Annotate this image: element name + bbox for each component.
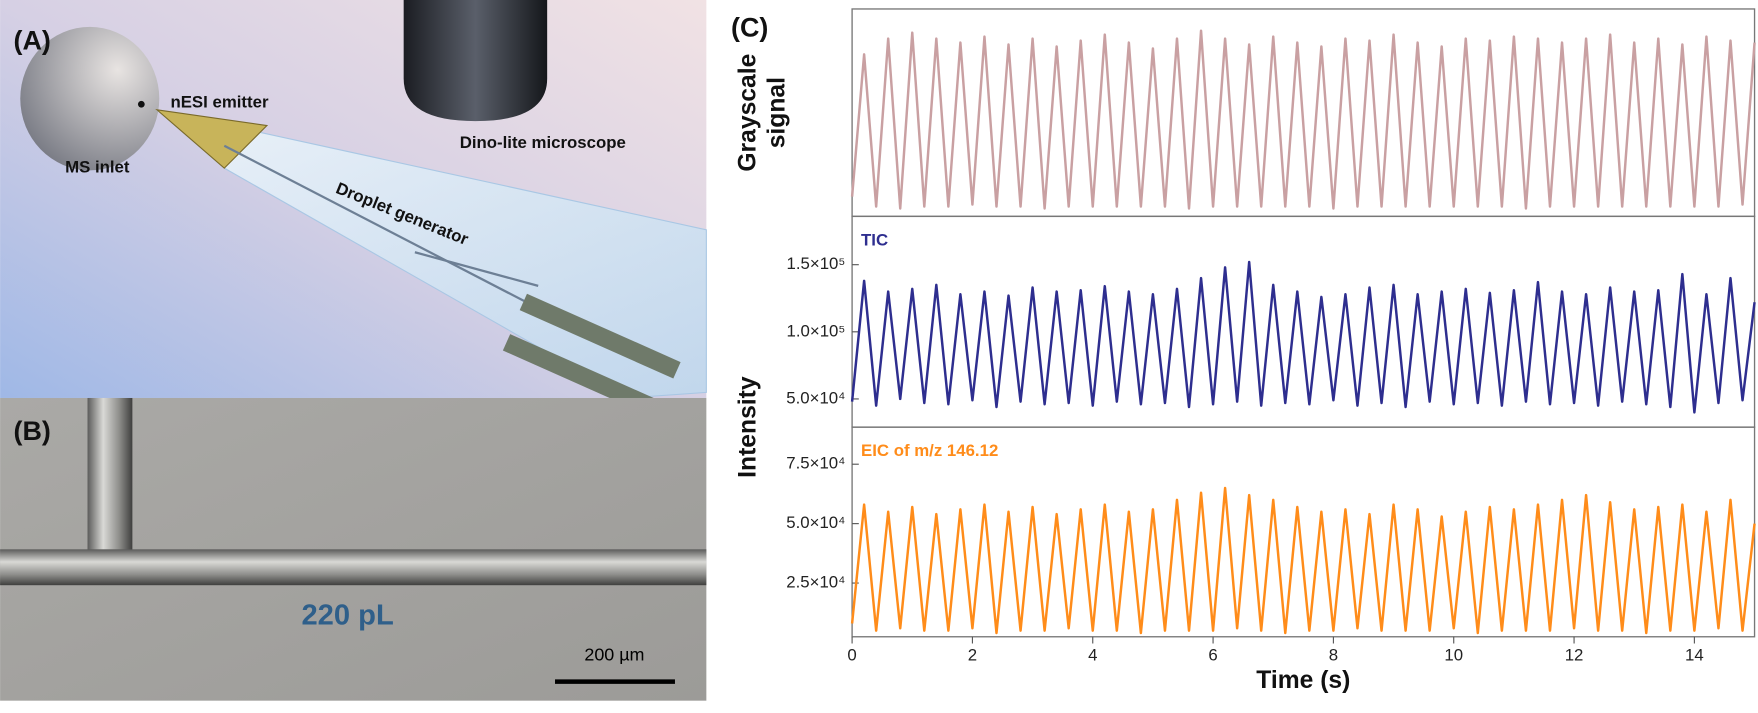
y-tick-label: 5.0×10⁴ (786, 388, 845, 407)
x-axis-label: Time (s) (1256, 667, 1350, 694)
emitter (155, 109, 269, 169)
y-tick-label: 1.5×10⁵ (787, 254, 846, 273)
channel (223, 144, 539, 310)
channel (414, 251, 539, 287)
y-tick-label: 7.5×10⁴ (786, 454, 845, 473)
annotation: MS inlet (65, 158, 130, 177)
volume-label: 220 pL (301, 599, 393, 631)
x-tick-label: 2 (968, 645, 977, 664)
annotation: nESI emitter (170, 93, 268, 112)
microscope (403, 0, 548, 122)
x-tick-label: 6 (1208, 645, 1217, 664)
y-tick-label: 5.0×10⁴ (786, 513, 845, 532)
x-tick-label: 0 (847, 645, 856, 664)
y-axis-label: Grayscale (734, 54, 761, 172)
panel-a (0, 0, 707, 428)
panel-label: (C) (731, 12, 768, 42)
panel-label: (B) (14, 416, 51, 446)
ms-inlet-orifice (137, 100, 145, 108)
x-tick-label: 4 (1088, 645, 1097, 664)
x-tick-label: 8 (1329, 645, 1338, 664)
series-label: EIC of m/z 146.12 (861, 441, 998, 460)
panel-label: (A) (14, 26, 51, 56)
channel-vertical (87, 397, 133, 564)
ms-inlet-cone (20, 26, 160, 171)
scale-bar-label: 200 µm (584, 645, 644, 665)
x-tick-label: 12 (1565, 645, 1584, 664)
channel-horizontal (0, 549, 707, 586)
y-axis-label: signal (764, 77, 791, 148)
data-line (850, 260, 1756, 414)
y-axis-label: Intensity (734, 376, 761, 478)
annotation: Dino-lite microscope (460, 133, 626, 152)
series-label: TIC (861, 230, 888, 249)
data-line (850, 486, 1756, 635)
x-tick-label: 10 (1444, 645, 1463, 664)
y-tick-label: 2.5×10⁴ (786, 572, 845, 591)
data-line (850, 29, 1756, 210)
x-tick-label: 14 (1685, 645, 1704, 664)
y-tick-label: 1.0×10⁵ (787, 321, 846, 340)
panel-b (0, 397, 707, 701)
tubing (519, 293, 681, 379)
